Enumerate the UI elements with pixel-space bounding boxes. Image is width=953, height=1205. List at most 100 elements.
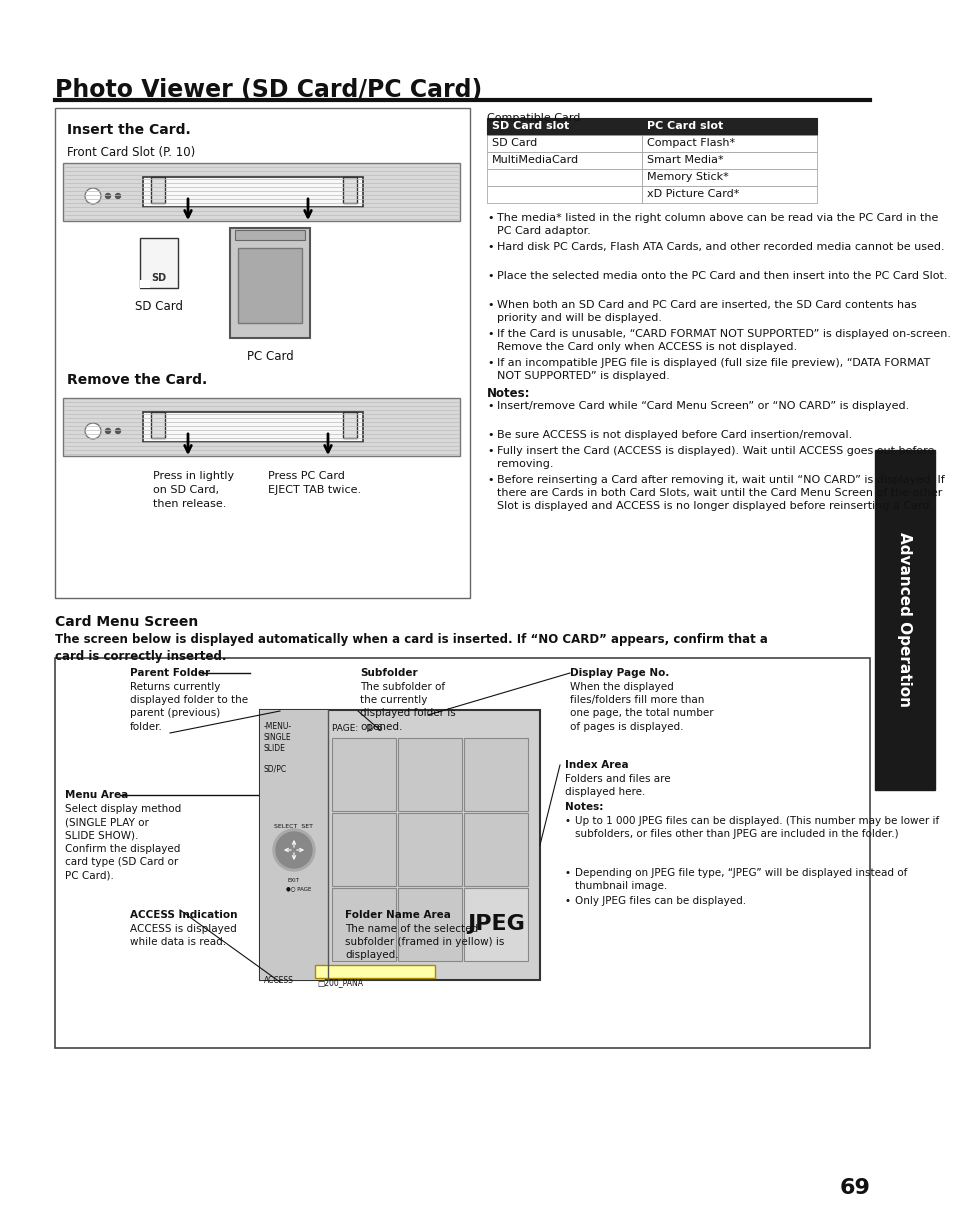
Bar [486, 152, 641, 169]
Bar [486, 169, 641, 186]
Text: Photo Viewer (SD Card/PC Card): Photo Viewer (SD Card/PC Card) [55, 78, 482, 102]
Bar [397, 813, 461, 886]
Bar [234, 230, 305, 240]
Circle shape [85, 188, 101, 204]
Text: PAGE:   1⁄ 6: PAGE: 1⁄ 6 [332, 724, 382, 733]
Circle shape [273, 829, 314, 871]
Text: •: • [486, 242, 493, 252]
Bar [260, 710, 328, 980]
Bar [486, 135, 641, 152]
Text: Subfolder: Subfolder [359, 668, 417, 678]
Text: EXIT: EXIT [288, 878, 299, 883]
Text: •: • [486, 271, 493, 281]
Bar [343, 177, 356, 202]
Text: SELECT  SET: SELECT SET [274, 824, 314, 829]
Bar [641, 186, 816, 202]
Text: xD Picture Card*: xD Picture Card* [646, 189, 739, 199]
Text: Insert/remove Card while “Card Menu Screen” or “NO CARD” is displayed.: Insert/remove Card while “Card Menu Scre… [497, 401, 908, 411]
Text: □200_PANA: □200_PANA [316, 978, 363, 987]
Text: •: • [486, 430, 493, 440]
Text: ●○ PAGE: ●○ PAGE [286, 886, 311, 890]
Bar [143, 177, 363, 207]
Bar [343, 412, 356, 437]
Text: Display Page No.: Display Page No. [569, 668, 669, 678]
Text: SD/PC: SD/PC [264, 765, 287, 774]
Text: Place the selected media onto the PC Card and then insert into the PC Card Slot.: Place the selected media onto the PC Car… [497, 271, 946, 281]
Bar [140, 239, 178, 288]
Bar [55, 658, 869, 1048]
Bar [486, 118, 641, 135]
Text: •: • [486, 300, 493, 310]
Text: If the Card is unusable, “CARD FORMAT NOT SUPPORTED” is displayed on-screen. Rem: If the Card is unusable, “CARD FORMAT NO… [497, 329, 950, 352]
Text: Parent Folder: Parent Folder [130, 668, 210, 678]
Bar [55, 108, 470, 598]
Text: Fully insert the Card (ACCESS is displayed). Wait until ACCESS goes out before r: Fully insert the Card (ACCESS is display… [497, 446, 933, 469]
Bar [230, 228, 310, 337]
Bar [874, 449, 934, 790]
Circle shape [115, 429, 120, 434]
Bar [641, 135, 816, 152]
Text: The media* listed in the right column above can be read via the PC Card in the P: The media* listed in the right column ab… [497, 213, 938, 236]
Text: •: • [486, 401, 493, 411]
Bar [63, 163, 459, 221]
Text: ACCESS: ACCESS [264, 976, 294, 984]
Text: SD: SD [152, 274, 167, 283]
Text: •: • [486, 475, 493, 484]
Text: Up to 1 000 JPEG files can be displayed. (This number may be lower if subfolders: Up to 1 000 JPEG files can be displayed.… [575, 816, 939, 839]
Text: •: • [564, 816, 571, 825]
Bar [143, 412, 363, 442]
Bar [237, 248, 302, 323]
Bar [151, 412, 165, 437]
Text: Press PC Card
EJECT TAB twice.: Press PC Card EJECT TAB twice. [268, 471, 361, 495]
Text: Menu Area: Menu Area [65, 790, 128, 800]
Circle shape [275, 831, 312, 868]
Bar [463, 737, 527, 811]
Text: Insert the Card.: Insert the Card. [67, 123, 191, 137]
Text: JPEG: JPEG [467, 915, 524, 934]
Bar [332, 888, 395, 962]
Text: Memory Stick*: Memory Stick* [646, 172, 728, 182]
Bar [63, 398, 459, 455]
Text: Folders and files are
displayed here.: Folders and files are displayed here. [564, 774, 670, 798]
Text: MultiMediaCard: MultiMediaCard [492, 155, 578, 165]
Text: The subfolder of
the currently
displayed folder is
opened.: The subfolder of the currently displayed… [359, 682, 456, 731]
Text: The screen below is displayed automatically when a card is inserted. If “NO CARD: The screen below is displayed automatica… [55, 633, 767, 663]
Text: •: • [486, 446, 493, 455]
Bar [641, 118, 816, 135]
Bar [463, 813, 527, 886]
Text: 69: 69 [839, 1178, 869, 1198]
Text: Only JPEG files can be displayed.: Only JPEG files can be displayed. [575, 897, 745, 906]
Text: Front Card Slot (P. 10): Front Card Slot (P. 10) [67, 146, 195, 159]
Text: SD Card: SD Card [135, 300, 183, 313]
Text: Compact Flash*: Compact Flash* [646, 139, 735, 148]
Bar [397, 737, 461, 811]
Text: PC Card slot: PC Card slot [646, 120, 722, 131]
Bar [332, 737, 395, 811]
Bar [641, 152, 816, 169]
Text: When the displayed
files/folders fill more than
one page, the total number
of pa: When the displayed files/folders fill mo… [569, 682, 713, 731]
Text: PC Card: PC Card [247, 349, 294, 363]
Circle shape [106, 429, 111, 434]
Text: Before reinserting a Card after removing it, wait until “NO CARD” is displayed. : Before reinserting a Card after removing… [497, 475, 943, 511]
Bar [463, 888, 527, 962]
Text: Advanced Operation: Advanced Operation [897, 533, 911, 707]
Text: SD Card: SD Card [492, 139, 537, 148]
Text: Be sure ACCESS is not displayed before Card insertion/removal.: Be sure ACCESS is not displayed before C… [497, 430, 851, 440]
Circle shape [106, 194, 111, 199]
Text: Smart Media*: Smart Media* [646, 155, 723, 165]
Bar [486, 186, 641, 202]
Text: Select display method
(SINGLE PLAY or
SLIDE SHOW).
Confirm the displayed
card ty: Select display method (SINGLE PLAY or SL… [65, 804, 181, 880]
Bar [314, 965, 435, 978]
Text: Folder Name Area: Folder Name Area [345, 910, 451, 919]
Bar [260, 710, 539, 980]
Text: ACCESS Indication: ACCESS Indication [130, 910, 237, 919]
Text: •: • [486, 213, 493, 223]
Text: Index Area: Index Area [564, 760, 628, 770]
Text: SD Card slot: SD Card slot [492, 120, 569, 131]
Circle shape [115, 194, 120, 199]
Text: -MENU-
SINGLE
SLIDE: -MENU- SINGLE SLIDE [264, 722, 292, 753]
Text: Remove the Card.: Remove the Card. [67, 374, 207, 387]
Text: Notes:: Notes: [486, 387, 530, 400]
Text: Returns currently
displayed folder to the
parent (previous)
folder.: Returns currently displayed folder to th… [130, 682, 248, 731]
Text: •: • [486, 329, 493, 339]
